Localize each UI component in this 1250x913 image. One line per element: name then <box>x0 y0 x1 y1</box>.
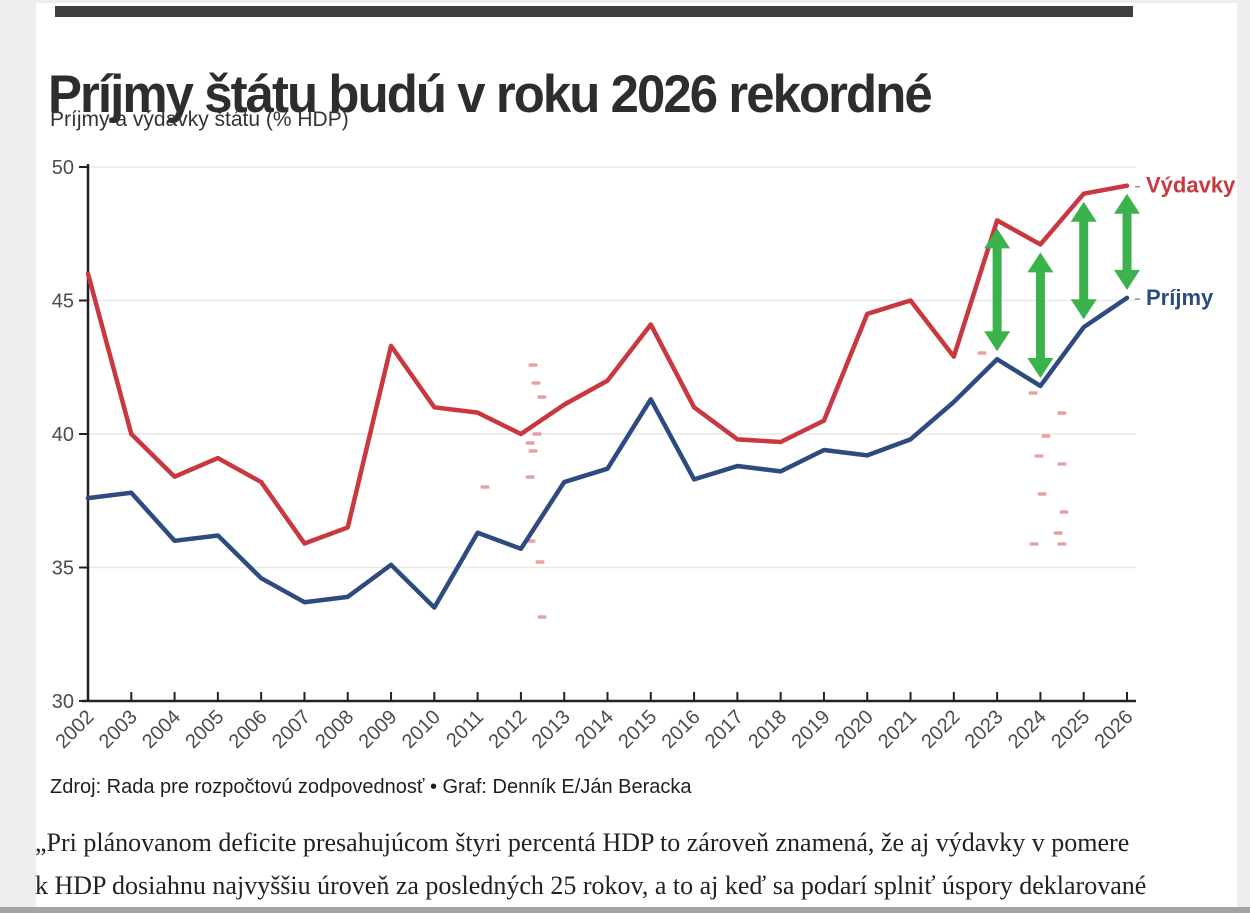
x-axis-label: 2019 <box>787 706 834 753</box>
expenses-line <box>85 183 1130 546</box>
artifact-mark <box>1053 531 1063 535</box>
line-chart: 3035404550200220032004200520062007200820… <box>52 157 1237 753</box>
artifact-mark <box>537 615 547 619</box>
x-axis-label: 2014 <box>571 706 618 753</box>
legend-label-vydavky: Výdavky <box>1146 173 1236 198</box>
x-axis-label: 2018 <box>744 706 791 753</box>
artifact-mark <box>1034 454 1044 458</box>
artifact-mark <box>1029 542 1039 546</box>
chart-area: 30 35 40 45 50 2002 2003 2004 2005 2006 2007 2008 20… <box>52 157 1237 753</box>
x-axis-label: 2003 <box>95 706 142 753</box>
artifact-mark <box>1057 411 1067 415</box>
x-axis-label: 2009 <box>355 706 402 753</box>
x-axis-label: 2007 <box>268 706 315 753</box>
x-axis-label: 2026 <box>1091 706 1138 753</box>
y-axis-label: 40 <box>52 424 74 446</box>
artifact-mark <box>1057 542 1067 546</box>
chart-subtitle: Príjmy a výdavky štátu (% HDP) <box>50 108 349 131</box>
artifact-mark <box>528 363 538 367</box>
page-bottom-edge <box>0 907 1250 913</box>
gap-arrow <box>984 228 1011 352</box>
artifact-mark <box>532 432 542 436</box>
artifact-mark <box>528 449 538 453</box>
article-line-2: k HDP dosiahnu najvyššiu úroveň za posle… <box>35 871 1147 900</box>
artifact-mark <box>1037 492 1047 496</box>
x-axis-label: 2010 <box>398 706 445 753</box>
artifact-mark <box>537 395 547 399</box>
x-axis-label: 2024 <box>1004 706 1051 753</box>
article-line-1: „Pri plánovanom deficite presahujúcom št… <box>35 828 1130 857</box>
artifact-mark <box>480 485 490 489</box>
gap-arrow <box>1027 252 1054 378</box>
y-axis-label: 50 <box>52 157 74 179</box>
source-credit: Zdroj: Rada pre rozpočtovú zodpovednosť … <box>50 776 692 798</box>
artifact-mark <box>525 441 535 445</box>
x-axis-label: 2012 <box>484 706 531 753</box>
y-axis-label: 45 <box>52 291 74 313</box>
x-axis-label: 2022 <box>917 706 964 753</box>
artifact-mark <box>531 381 541 385</box>
gap-arrow <box>1070 201 1097 320</box>
x-axis-label: 2017 <box>701 706 748 753</box>
revenues-line <box>85 295 1130 610</box>
legend-dash: - <box>1134 287 1141 310</box>
x-axis-label: 2016 <box>658 706 705 753</box>
x-axis-label: 2002 <box>52 706 99 753</box>
x-axis-label: 2011 <box>442 706 488 752</box>
article-paragraph: „Pri plánovanom deficite presahujúcom št… <box>35 821 1210 907</box>
gap-arrow <box>1114 193 1140 290</box>
x-axis-label: 2020 <box>831 706 878 753</box>
x-axis-label: 2013 <box>528 706 575 753</box>
artifact-mark <box>1059 510 1069 514</box>
x-axis-label: 2021 <box>874 706 921 753</box>
x-axis-label: 2006 <box>225 706 272 753</box>
artifact-mark <box>525 475 535 479</box>
y-axis-label: 30 <box>52 691 74 713</box>
page-title: Príjmy štátu budú v roku 2026 rekordné <box>48 64 933 124</box>
x-axis-label: 2023 <box>961 706 1008 753</box>
top-bar <box>55 6 1133 17</box>
artifact-mark <box>535 560 545 564</box>
x-axis-label: 2008 <box>311 706 358 753</box>
x-axis-label: 2004 <box>138 706 185 753</box>
x-axis-label: 2005 <box>181 706 228 753</box>
legend-dash: - <box>1134 175 1141 198</box>
artifact-mark <box>977 351 987 355</box>
y-axis-label: 35 <box>52 558 74 580</box>
artifact-mark <box>1057 462 1067 466</box>
legend-label-prijmy: Príjmy <box>1146 285 1214 310</box>
x-axis-label: 2025 <box>1047 706 1094 753</box>
artifact-mark <box>1028 391 1038 395</box>
artifact-mark <box>1041 434 1051 438</box>
x-axis-label: 2015 <box>614 706 661 753</box>
